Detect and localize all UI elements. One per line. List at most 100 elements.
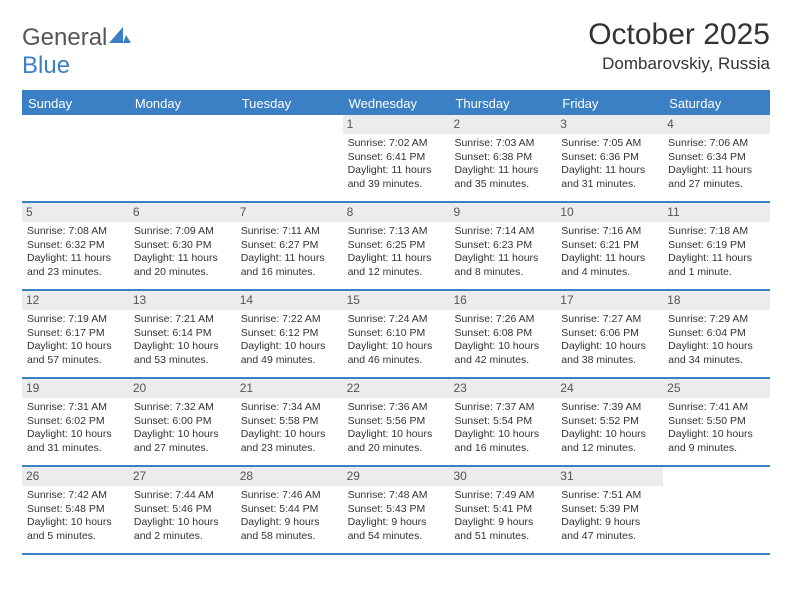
sunset-text: Sunset: 6:10 PM: [348, 327, 445, 340]
day-number: 6: [129, 203, 236, 222]
daylight-text: Daylight: 9 hours and 47 minutes.: [561, 516, 658, 543]
calendar-cell: 28Sunrise: 7:46 AMSunset: 5:44 PMDayligh…: [236, 467, 343, 553]
weekday-label: Sunday: [22, 92, 129, 115]
sunrise-text: Sunrise: 7:46 AM: [241, 489, 338, 502]
daylight-text: Daylight: 9 hours and 54 minutes.: [348, 516, 445, 543]
sunset-text: Sunset: 6:14 PM: [134, 327, 231, 340]
sunset-text: Sunset: 6:32 PM: [27, 239, 124, 252]
sunset-text: Sunset: 6:21 PM: [561, 239, 658, 252]
calendar-week: 19Sunrise: 7:31 AMSunset: 6:02 PMDayligh…: [22, 379, 770, 467]
daylight-text: Daylight: 11 hours and 16 minutes.: [241, 252, 338, 279]
location: Dombarovskiy, Russia: [588, 54, 770, 74]
calendar-cell: 16 Sunrise: 7:26 AMSunset: 6:08 PMDayligh…: [449, 291, 556, 377]
sunset-text: Sunset: 5:58 PM: [241, 415, 338, 428]
sunrise-text: Sunrise: 7:49 AM: [454, 489, 551, 502]
sunset-text: Sunset: 6:17 PM: [27, 327, 124, 340]
sunset-text: Sunset: 5:43 PM: [348, 503, 445, 516]
sunset-text: Sunset: 5:48 PM: [27, 503, 124, 516]
calendar-cell: 15Sunrise: 7:24 AMSunset: 6:10 PMDayligh…: [343, 291, 450, 377]
sunrise-text: Sunrise: 7:13 AM: [348, 225, 445, 238]
day-number: 15: [343, 291, 450, 310]
sunset-text: Sunset: 6:06 PM: [561, 327, 658, 340]
day-number: 16: [449, 291, 556, 310]
sunrise-text: Sunrise: 7:27 AM: [561, 313, 658, 326]
daylight-text: Daylight: 10 hours and 9 minutes.: [668, 428, 765, 455]
day-number: 11: [663, 203, 770, 222]
calendar-cell: 22Sunrise: 7:36 AMSunset: 5:56 PMDayligh…: [343, 379, 450, 465]
calendar-cell: 12Sunrise: 7:19 AMSunset: 6:17 PMDayligh…: [22, 291, 129, 377]
day-number: 31: [556, 467, 663, 486]
sunset-text: Sunset: 6:27 PM: [241, 239, 338, 252]
logo-text: General Blue: [22, 24, 131, 80]
calendar-cell: 19Sunrise: 7:31 AMSunset: 6:02 PMDayligh…: [22, 379, 129, 465]
daylight-text: Daylight: 10 hours and 23 minutes.: [241, 428, 338, 455]
logo-sail-icon: [109, 24, 131, 51]
sunset-text: Sunset: 5:56 PM: [348, 415, 445, 428]
month-title: October 2025: [588, 18, 770, 52]
sunset-text: Sunset: 5:50 PM: [668, 415, 765, 428]
sunset-text: Sunset: 6:36 PM: [561, 151, 658, 164]
calendar-cell: 14Sunrise: 7:22 AMSunset: 6:12 PMDayligh…: [236, 291, 343, 377]
sunrise-text: Sunrise: 7:08 AM: [27, 225, 124, 238]
sunrise-text: Sunrise: 7:22 AM: [241, 313, 338, 326]
day-number: 1: [343, 115, 450, 134]
sunrise-text: Sunrise: 7:03 AM: [454, 137, 551, 150]
calendar-cell: 13Sunrise: 7:21 AMSunset: 6:14 PMDayligh…: [129, 291, 236, 377]
daylight-text: Daylight: 11 hours and 27 minutes.: [668, 164, 765, 191]
sunrise-text: Sunrise: 7:36 AM: [348, 401, 445, 414]
day-number: 26: [22, 467, 129, 486]
sunset-text: Sunset: 6:34 PM: [668, 151, 765, 164]
calendar-cell: 18Sunrise: 7:29 AMSunset: 6:04 PMDayligh…: [663, 291, 770, 377]
sunset-text: Sunset: 6:38 PM: [454, 151, 551, 164]
daylight-text: Daylight: 11 hours and 12 minutes.: [348, 252, 445, 279]
sunrise-text: Sunrise: 7:34 AM: [241, 401, 338, 414]
calendar-cell: 30Sunrise: 7:49 AMSunset: 5:41 PMDayligh…: [449, 467, 556, 553]
sunset-text: Sunset: 5:44 PM: [241, 503, 338, 516]
weekday-label: Saturday: [663, 92, 770, 115]
calendar-week: 26Sunrise: 7:42 AMSunset: 5:48 PMDayligh…: [22, 467, 770, 555]
logo-part1: General: [22, 24, 107, 51]
sunset-text: Sunset: 5:52 PM: [561, 415, 658, 428]
calendar-cell: 4Sunrise: 7:06 AMSunset: 6:34 PMDaylight…: [663, 115, 770, 201]
daylight-text: Daylight: 10 hours and 16 minutes.: [454, 428, 551, 455]
sunrise-text: Sunrise: 7:26 AM: [454, 313, 551, 326]
daylight-text: Daylight: 11 hours and 35 minutes.: [454, 164, 551, 191]
daylight-text: Daylight: 10 hours and 57 minutes.: [27, 340, 124, 367]
calendar-cell: ·: [22, 115, 129, 201]
sunset-text: Sunset: 5:39 PM: [561, 503, 658, 516]
sunset-text: Sunset: 6:19 PM: [668, 239, 765, 252]
calendar-cell: 26Sunrise: 7:42 AMSunset: 5:48 PMDayligh…: [22, 467, 129, 553]
calendar-cell: 29Sunrise: 7:48 AMSunset: 5:43 PMDayligh…: [343, 467, 450, 553]
daylight-text: Daylight: 11 hours and 31 minutes.: [561, 164, 658, 191]
sunset-text: Sunset: 5:41 PM: [454, 503, 551, 516]
daylight-text: Daylight: 10 hours and 20 minutes.: [348, 428, 445, 455]
daylight-text: Daylight: 10 hours and 38 minutes.: [561, 340, 658, 367]
calendar-cell: 21Sunrise: 7:34 AMSunset: 5:58 PMDayligh…: [236, 379, 343, 465]
calendar-cell: 5Sunrise: 7:08 AMSunset: 6:32 PMDaylight…: [22, 203, 129, 289]
calendar-cell: 24Sunrise: 7:39 AMSunset: 5:52 PMDayligh…: [556, 379, 663, 465]
daylight-text: Daylight: 11 hours and 4 minutes.: [561, 252, 658, 279]
calendar-cell: 1Sunrise: 7:02 AMSunset: 6:41 PMDaylight…: [343, 115, 450, 201]
weekday-label: Friday: [556, 92, 663, 115]
day-number: 28: [236, 467, 343, 486]
day-number: 14: [236, 291, 343, 310]
daylight-text: Daylight: 10 hours and 34 minutes.: [668, 340, 765, 367]
day-number: 25: [663, 379, 770, 398]
calendar-cell: 11Sunrise: 7:18 AMSunset: 6:19 PMDayligh…: [663, 203, 770, 289]
sunrise-text: Sunrise: 7:05 AM: [561, 137, 658, 150]
sunrise-text: Sunrise: 7:31 AM: [27, 401, 124, 414]
daylight-text: Daylight: 9 hours and 51 minutes.: [454, 516, 551, 543]
day-number: 12: [22, 291, 129, 310]
day-number: 18: [663, 291, 770, 310]
daylight-text: Daylight: 10 hours and 5 minutes.: [27, 516, 124, 543]
calendar-cell: ·: [129, 115, 236, 201]
daylight-text: Daylight: 10 hours and 42 minutes.: [454, 340, 551, 367]
logo-part2: Blue: [22, 52, 70, 79]
sunset-text: Sunset: 6:08 PM: [454, 327, 551, 340]
day-number: 7: [236, 203, 343, 222]
day-number: 19: [22, 379, 129, 398]
sunrise-text: Sunrise: 7:32 AM: [134, 401, 231, 414]
daylight-text: Daylight: 10 hours and 46 minutes.: [348, 340, 445, 367]
daylight-text: Daylight: 10 hours and 49 minutes.: [241, 340, 338, 367]
sunrise-text: Sunrise: 7:41 AM: [668, 401, 765, 414]
